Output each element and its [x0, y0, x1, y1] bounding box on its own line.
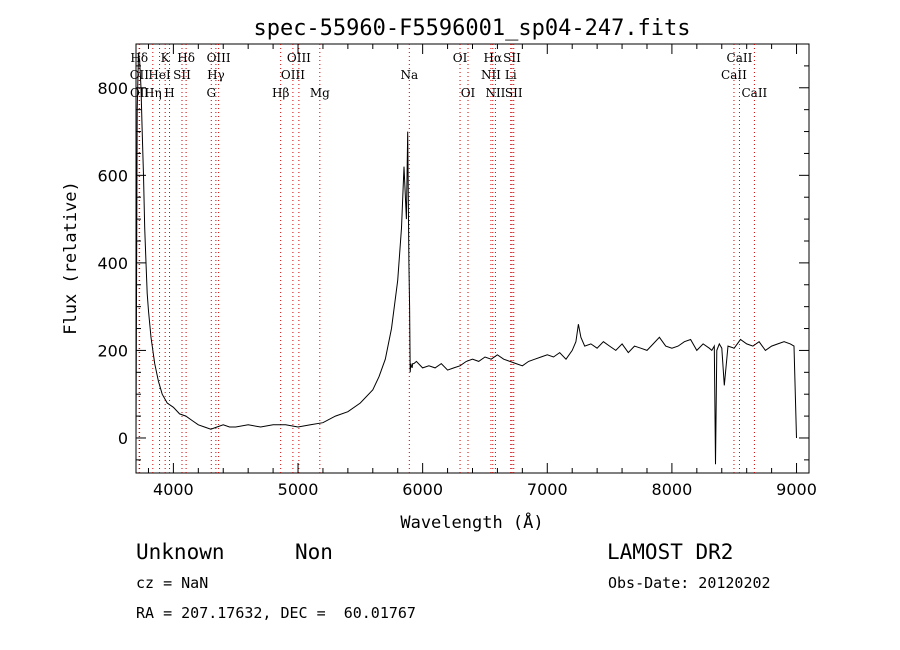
plot-frame: [135, 43, 810, 474]
marker-label-25: CaII: [727, 51, 753, 65]
marker-label-26: CaII: [721, 68, 747, 82]
marker-label-24: SII: [505, 86, 523, 100]
marker-label-12: OIII: [287, 51, 311, 65]
marker-label-23: Li: [505, 68, 517, 82]
y-tick-label: 600: [97, 166, 128, 185]
chart-title: spec-55960-F5596001_sp04-247.fits: [253, 16, 690, 41]
marker-label-13: OIII: [281, 68, 305, 82]
y-tick-label: 800: [97, 79, 128, 98]
x-tick-label: 6000: [402, 480, 443, 499]
marker-label-2: OII: [130, 86, 150, 100]
spectrum-series-line: [135, 52, 797, 465]
marker-label-20: NII: [481, 68, 501, 82]
marker-label-1: OII: [130, 68, 150, 82]
class-label: Unknown: [136, 540, 225, 564]
subclass-label: Non: [295, 540, 333, 564]
marker-label-27: CaII: [741, 86, 767, 100]
spectral-line-markers: [138, 44, 755, 473]
marker-label-3: Hη: [144, 86, 162, 100]
marker-label-14: Hβ: [272, 86, 289, 100]
y-tick-label: 400: [97, 254, 128, 273]
marker-label-22: SII: [503, 51, 521, 65]
marker-label-10: Hγ: [207, 68, 225, 82]
y-axis-label: Flux (relative): [61, 181, 81, 335]
marker-label-19: Hα: [484, 51, 503, 65]
x-axis: 4000 5000 6000 7000 8000 9000: [147, 44, 817, 499]
redshift-text: cz = NaN: [136, 574, 209, 592]
marker-label-7: SII: [173, 68, 191, 82]
y-tick-label: 200: [97, 341, 128, 360]
coordinates-text: RA = 207.17632, DEC = 60.01767: [136, 604, 416, 622]
survey-label: LAMOST DR2: [607, 540, 734, 564]
x-tick-label: 8000: [652, 480, 693, 499]
obs-date-text: Obs-Date: 20120202: [608, 574, 771, 592]
marker-label-8: Hδ: [177, 51, 195, 65]
marker-label-6: H: [164, 86, 174, 100]
marker-label-21: NII: [485, 86, 505, 100]
marker-label-11: G: [206, 86, 216, 100]
marker-label-5: HeI: [148, 68, 171, 82]
x-tick-label: 9000: [776, 480, 817, 499]
marker-label-9: OIII: [207, 51, 231, 65]
marker-label-16: Na: [400, 68, 418, 82]
marker-label-15: Mg: [310, 86, 330, 100]
marker-label-17: OI: [453, 51, 468, 65]
x-tick-label: 4000: [153, 480, 194, 499]
x-axis-label: Wavelength (Å): [400, 511, 543, 533]
marker-label-4: K: [161, 51, 171, 65]
x-tick-label: 5000: [278, 480, 319, 499]
y-axis: 0 200 400 600 800: [97, 65, 809, 461]
y-tick-label: 0: [118, 429, 128, 448]
marker-label-18: OI: [461, 86, 476, 100]
x-tick-label: 7000: [527, 480, 568, 499]
